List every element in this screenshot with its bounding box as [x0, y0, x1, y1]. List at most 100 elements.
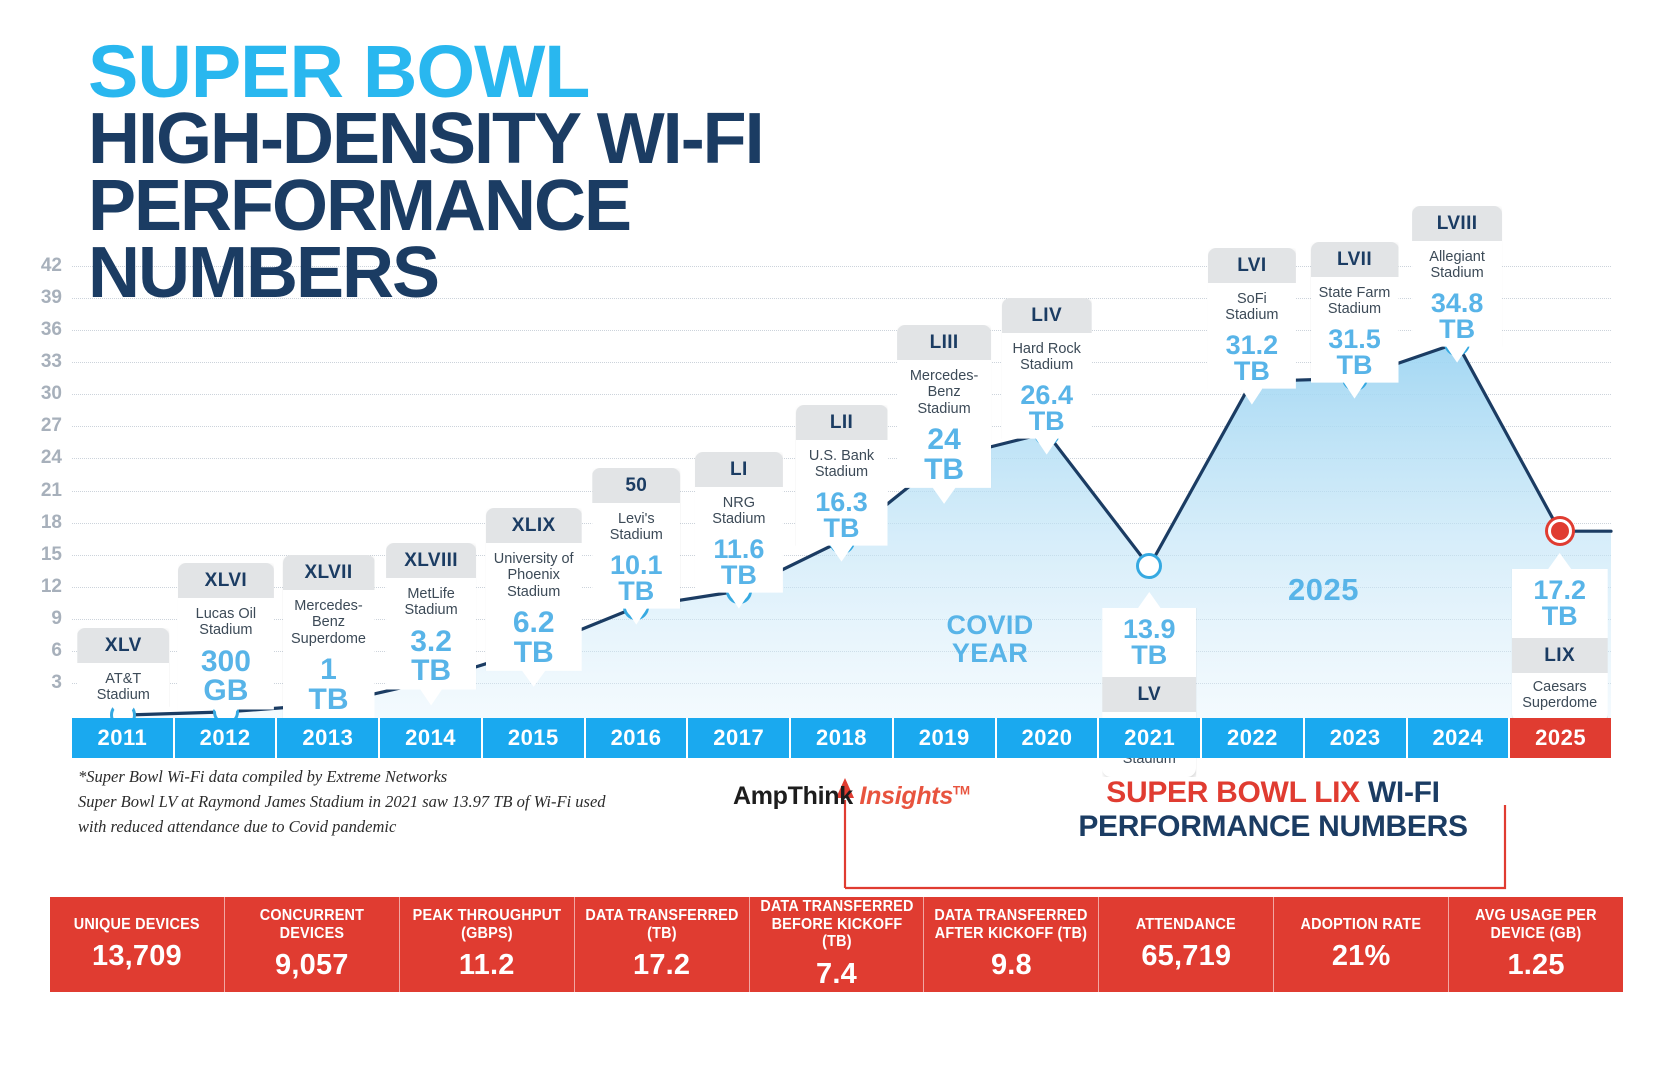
- year-label-2018[interactable]: 2018: [791, 718, 894, 758]
- stat-value: 17.2: [632, 948, 691, 981]
- callout-value-number: 300: [200, 644, 251, 678]
- footnote-line-2: Super Bowl LV at Raymond James Stadium i…: [78, 792, 606, 812]
- callout-stadium-name: Hard Rock Stadium: [1012, 341, 1081, 374]
- callout-superbowl-numeral: LIX: [1511, 637, 1608, 673]
- callout-value-number: 3.2: [410, 624, 452, 658]
- footnote-line-3: with reduced attendance due to Covid pan…: [78, 817, 397, 837]
- year-label-2017[interactable]: 2017: [688, 718, 792, 758]
- footnote-line-1: *Super Bowl Wi-Fi data compiled by Extre…: [78, 767, 448, 786]
- callout-2017[interactable]: LI NRG Stadium 11.6 TB: [695, 452, 783, 609]
- year-label-2016[interactable]: 2016: [585, 718, 689, 758]
- year-axis: 2011 2012 2013 2014 2015 2016 2017 2018 2019 2020…: [72, 718, 1612, 758]
- stat-label: AVG USAGE PER DEVICE (GB): [1475, 907, 1597, 942]
- y-axis-tick: 15: [40, 543, 62, 565]
- data-point-marker[interactable]: [1136, 553, 1163, 580]
- stat-value: 11.2: [458, 948, 515, 981]
- callout-superbowl-numeral: LIII: [897, 325, 991, 360]
- y-axis-tick: 33: [40, 351, 62, 373]
- callout-2013[interactable]: XLVII Mercedes-Benz Superdome 1 TB: [283, 555, 375, 734]
- gridline: [72, 330, 1611, 332]
- callout-2022[interactable]: LVI SoFi Stadium 31.2 TB: [1208, 248, 1296, 405]
- callout-superbowl-numeral: XLIX: [486, 508, 582, 543]
- callout-2018[interactable]: LII U.S. Bank Stadium 16.3 TB: [796, 405, 888, 562]
- callout-2019[interactable]: LIII Mercedes-Benz Stadium 24 TB: [897, 325, 991, 504]
- year-label-2011[interactable]: 2011: [72, 718, 175, 758]
- callout-stadium-name: University of Phoenix Stadium: [493, 551, 574, 600]
- title-line-1: HIGH-DENSITY WI-FI: [88, 99, 765, 180]
- footnote: *Super Bowl Wi-Fi data compiled by Extre…: [78, 764, 606, 840]
- callout-value: 16.3 TB: [796, 484, 888, 546]
- year-label-2015[interactable]: 2015: [482, 718, 586, 758]
- callout-superbowl-numeral: LVIII: [1412, 206, 1502, 241]
- callout-value: 10.1 TB: [592, 547, 680, 609]
- title-line-2: PERFORMANCE: [88, 166, 632, 247]
- year-label-2019[interactable]: 2019: [893, 718, 997, 758]
- callout-value-number: 11.6: [713, 533, 765, 564]
- callout-value-unit: TB: [720, 560, 757, 591]
- year-label-2021[interactable]: 2021: [1099, 718, 1203, 758]
- callout-value-unit: TB: [924, 452, 965, 486]
- year-label-2020[interactable]: 2020: [996, 718, 1100, 758]
- callout-value-unit: TB: [618, 576, 655, 607]
- y-axis-tick: 24: [40, 447, 62, 469]
- callout-stadium-name: Caesars Superdome: [1522, 678, 1598, 712]
- callout-value: 3.2 TB: [386, 622, 476, 690]
- callout-value-unit: TB: [1131, 640, 1168, 671]
- stat-label: ADOPTION RATE: [1300, 915, 1422, 933]
- data-point-marker[interactable]: [1547, 519, 1572, 544]
- callout-2025[interactable]: 17.2 TB LIX Caesars Superdome: [1511, 553, 1608, 722]
- gridline: [72, 362, 1611, 364]
- year-label-2013[interactable]: 2013: [277, 718, 381, 758]
- brand-name: AmpThink: [733, 782, 853, 810]
- callout-value-unit: TB: [823, 513, 860, 544]
- y-axis-tick: 12: [40, 575, 62, 597]
- callout-value: 6.2 TB: [486, 603, 582, 671]
- callout-superbowl-numeral: XLVIII: [386, 543, 476, 578]
- callout-value: 17.2 TB: [1512, 569, 1608, 634]
- callout-value: 13.9 TB: [1102, 608, 1196, 673]
- title-super-bowl: SUPER BOWL: [88, 30, 590, 113]
- callout-2015[interactable]: XLIX University of Phoenix Stadium 6.2 TB: [486, 508, 582, 687]
- lix-heading-navy: WI-FI: [1367, 776, 1440, 809]
- stat-cell-7: ADOPTION RATE 21%: [1274, 897, 1450, 992]
- stat-label: DATA TRANSFERRED BEFORE KICKOFF (TB): [759, 898, 914, 951]
- callout-2014[interactable]: XLVIII MetLife Stadium 3.2 TB: [386, 543, 476, 706]
- callout-value-number: 1: [320, 653, 337, 687]
- stat-value: 65,719: [1141, 940, 1232, 973]
- year-label-2025[interactable]: 2025: [1510, 718, 1612, 758]
- year-label-2014[interactable]: 2014: [380, 718, 483, 758]
- callout-2012[interactable]: XLVI Lucas Oil Stadium 300 GB: [178, 563, 274, 726]
- callout-value-number: 31.2: [1225, 329, 1279, 360]
- callout-superbowl-numeral: XLVII: [283, 555, 375, 590]
- year-label-2023[interactable]: 2023: [1304, 718, 1408, 758]
- year-label-2024[interactable]: 2024: [1407, 718, 1511, 758]
- callout-value-unit: TB: [411, 654, 452, 688]
- callout-value: 31.2 TB: [1208, 327, 1296, 389]
- y-axis-tick: 36: [40, 319, 62, 341]
- trademark-symbol: TM: [952, 783, 970, 798]
- stat-cell-4: DATA TRANSFERRED BEFORE KICKOFF (TB) 7.4: [750, 897, 925, 992]
- callout-value: 1 TB: [283, 650, 375, 718]
- callout-value-number: 26.4: [1020, 379, 1073, 410]
- callout-value: 31.5 TB: [1311, 321, 1399, 383]
- stat-value: 13,709: [91, 940, 182, 973]
- covid-year-annotation: COVID YEAR: [946, 610, 1034, 668]
- callout-value: 26.4 TB: [1002, 377, 1092, 439]
- callout-2024[interactable]: LVIII Allegiant Stadium 34.8 TB: [1412, 206, 1502, 363]
- callout-value: 34.8 TB: [1412, 285, 1502, 347]
- stat-label: UNIQUE DEVICES: [73, 915, 200, 933]
- callout-stadium-name: Mercedes-Benz Superdome: [291, 598, 366, 647]
- y-axis-tick: 42: [40, 255, 62, 276]
- stat-value: 1.25: [1507, 948, 1565, 981]
- callout-2016[interactable]: 50 Levi's Stadium 10.1 TB: [592, 468, 680, 625]
- stat-cell-8: AVG USAGE PER DEVICE (GB) 1.25: [1449, 897, 1623, 992]
- callout-stadium-name: SoFi Stadium: [1225, 291, 1279, 324]
- callout-2020[interactable]: LIV Hard Rock Stadium 26.4 TB: [1002, 298, 1092, 455]
- callout-value-number: 16.3: [815, 486, 868, 517]
- year-label-2012[interactable]: 2012: [174, 718, 278, 758]
- callout-2023[interactable]: LVII State Farm Stadium 31.5 TB: [1311, 242, 1399, 399]
- callout-stadium-name: AT&T Stadium: [96, 671, 150, 704]
- year-label-2022[interactable]: 2022: [1202, 718, 1305, 758]
- callout-value-number: 31.5: [1328, 323, 1381, 354]
- callout-superbowl-numeral: XLV: [77, 628, 169, 663]
